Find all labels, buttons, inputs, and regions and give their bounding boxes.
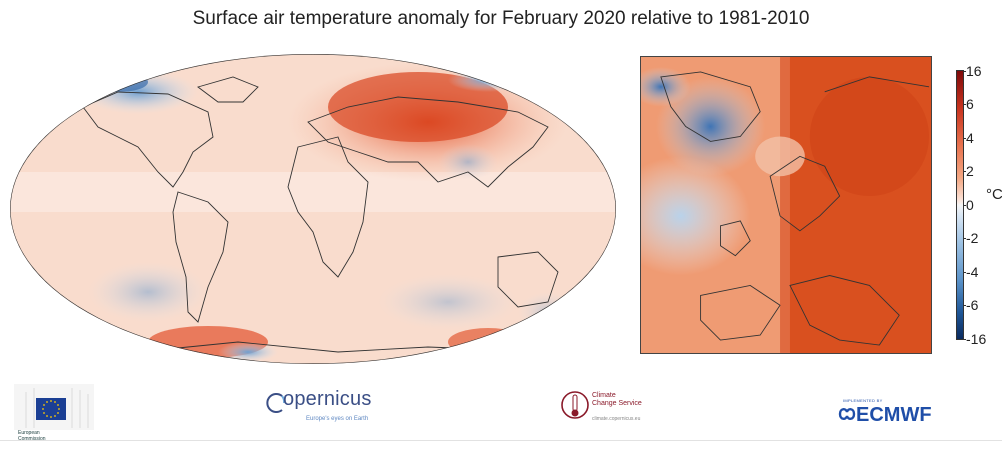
colorbar-tick-label: 6 (966, 96, 974, 112)
colorbar-tick-label: -16 (966, 331, 987, 347)
colorbar-tickmark (963, 104, 966, 105)
colorbar-tick-label: -6 (966, 297, 979, 313)
footer: European Commission opernicus Europe's ey… (0, 378, 1002, 442)
ecmwf-logo-text: ECMWF (856, 404, 932, 426)
colorbar-tick-label: 16 (966, 63, 982, 79)
ec-label: European Commission (18, 430, 46, 442)
ecmwf-symbol-icon (838, 408, 856, 420)
colorbar-tickmark (963, 205, 966, 206)
c3s-label: Climate Change Service (592, 392, 642, 407)
colorbar-tick-label: -4 (966, 264, 979, 280)
colorbar-tickmark (963, 305, 966, 306)
climate-change-service-icon (561, 391, 589, 419)
colorbar-tickmark (963, 138, 966, 139)
copernicus-c-icon (266, 393, 286, 413)
colorbar-tick-label: -2 (966, 230, 979, 246)
colorbar-tick-label: 4 (966, 130, 974, 146)
european-commission-logo (14, 384, 94, 430)
c3s-url: climate.copernicus.eu (592, 416, 641, 422)
ecmwf-implemented-label: IMPLEMENTED BY (843, 398, 883, 403)
copernicus-tagline: Europe's eyes on Earth (306, 416, 369, 422)
world-anomaly-map (10, 54, 616, 364)
copernicus-logo-text: opernicus (283, 388, 372, 410)
colorbar-tickmark (963, 171, 966, 172)
colorbar-tick-label: 2 (966, 163, 974, 179)
colorbar-tickmark (963, 272, 966, 273)
chart-title: Surface air temperature anomaly for Febr… (192, 8, 810, 29)
colorbar-unit: °C (986, 186, 1002, 203)
colorbar-tick-label: 0 (966, 197, 974, 213)
colorbar-tickmark (963, 339, 966, 340)
colorbar-tickmark (963, 238, 966, 239)
europe-anomaly-map (640, 56, 932, 354)
colorbar-tickmark (963, 71, 966, 72)
footer-divider (0, 440, 1002, 441)
